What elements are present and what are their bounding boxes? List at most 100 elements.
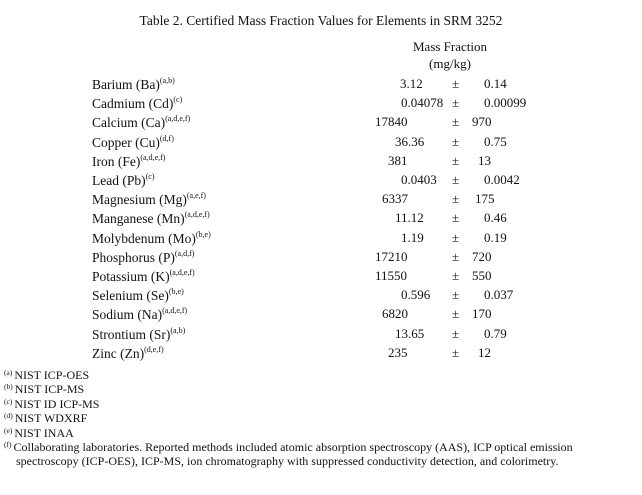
method-superscript: (a,d,e,f) [165, 114, 191, 124]
element-name: Sodium (Na)(a,d,e,f) [92, 306, 187, 323]
plus-minus-sign: ± [452, 306, 460, 322]
uncertainty-value: 175 [475, 191, 495, 207]
uncertainty-value: 0.037 [484, 287, 514, 303]
method-superscript: (a,d,e,f) [140, 152, 166, 162]
method-superscript: (a,d,e,f) [162, 306, 188, 316]
mass-fraction-value: 0.596 [401, 287, 431, 303]
footnote-mark: (d) [4, 411, 13, 421]
uncertainty-value: 0.00099 [484, 95, 527, 111]
element-label: Manganese (Mn) [92, 211, 185, 227]
element-name: Calcium (Ca)(a,d,e,f) [92, 114, 190, 131]
plus-minus-sign: ± [452, 344, 460, 360]
element-name: Potassium (K)(a,d,e,f) [92, 268, 195, 285]
uncertainty-value: 720 [472, 248, 492, 264]
element-label: Potassium (K) [92, 269, 170, 284]
element-label: Selenium (Se) [92, 288, 169, 304]
mass-fraction-value: 6337 [382, 191, 408, 207]
element-name: Iron (Fe)(a,d,e,f) [92, 153, 165, 170]
plus-minus-sign: ± [452, 191, 460, 207]
element-name: Cadmium (Cd)(c) [92, 95, 182, 112]
mass-fraction-value: 17210 [375, 248, 408, 264]
element-name: Selenium (Se)(b,e) [92, 287, 184, 304]
mass-fraction-value: 11550 [375, 268, 408, 283]
element-label: Cadmium (Cd) [92, 96, 174, 112]
header-line1: Mass Fraction [412, 39, 488, 54]
footnote-text-continued: spectroscopy (ICP-OES), ICP-MS, ion chro… [16, 454, 559, 468]
element-label: Copper (Cu) [92, 134, 160, 150]
element-label: Zinc (Zn) [92, 345, 145, 361]
uncertainty-value: 170 [472, 306, 492, 322]
mass-fraction-value: 0.0403 [401, 172, 437, 187]
plus-minus-sign: ± [452, 210, 460, 226]
method-superscript: (b,e) [195, 229, 211, 239]
footnote-text: Collaborating laboratories. Reported met… [13, 440, 573, 454]
plus-minus-sign: ± [452, 76, 460, 91]
uncertainty-value: 970 [472, 114, 492, 130]
mass-fraction-value: 381 [388, 152, 408, 168]
table-title: Table 2. Certified Mass Fraction Values … [139, 13, 503, 28]
plus-minus-sign: ± [452, 248, 460, 264]
uncertainty-value: 0.46 [484, 210, 507, 226]
uncertainty-value: 0.14 [484, 76, 507, 91]
uncertainty-value: 0.79 [484, 325, 507, 341]
plus-minus-sign: ± [452, 95, 460, 111]
element-label: Phosphorus (P) [92, 249, 175, 265]
mass-fraction-value: 11.12 [395, 210, 424, 226]
footnote-text: NIST ICP-MS [14, 382, 85, 397]
footnote-mark: (f) [4, 440, 12, 449]
element-label: Molybdenum (Mo) [92, 230, 196, 246]
element-label: Barium (Ba) [92, 77, 160, 92]
element-label: Lead (Pb) [92, 173, 146, 188]
element-label: Calcium (Ca) [92, 115, 166, 131]
plus-minus-sign: ± [452, 229, 460, 245]
mass-fraction-value: 6820 [382, 306, 408, 322]
footnote-mark: (e) [4, 425, 13, 435]
footnote-text: NIST ID ICP-MS [14, 396, 100, 411]
uncertainty-value: 0.75 [484, 133, 507, 149]
footnote-mark: (b) [4, 382, 13, 392]
element-name: Copper (Cu)(d,f) [92, 134, 174, 151]
plus-minus-sign: ± [452, 325, 460, 341]
uncertainty-value: 12 [478, 344, 491, 360]
footnote: (e) NIST INAA [4, 424, 74, 440]
uncertainty-value: 0.19 [484, 229, 507, 245]
method-superscript: (a,b) [170, 325, 186, 335]
mass-fraction-value: 13.65 [395, 325, 425, 341]
footnote-mark: (c) [4, 396, 13, 406]
column-header-mass-fraction: Mass Fraction (mg/kg) [395, 38, 505, 72]
element-name: Phosphorus (P)(a,d,f) [92, 249, 194, 266]
plus-minus-sign: ± [452, 172, 460, 187]
footnote-text: NIST WDXRF [14, 411, 88, 426]
element-name: Molybdenum (Mo)(b,e) [92, 230, 211, 247]
mass-fraction-value: 3.12 [400, 76, 423, 91]
method-superscript: (a,d,e,f) [184, 210, 210, 220]
element-name: Manganese (Mn)(a,d,e,f) [92, 210, 210, 227]
element-name: Zinc (Zn)(d,e,f) [92, 345, 164, 362]
plus-minus-sign: ± [452, 152, 460, 168]
mass-fraction-value: 36.36 [395, 133, 425, 149]
method-superscript: (a,e,f) [186, 191, 206, 201]
method-superscript: (a,b) [159, 76, 175, 85]
element-name: Magnesium (Mg)(a,e,f) [92, 191, 206, 208]
element-label: Strontium (Sr) [92, 326, 171, 342]
mass-fraction-value: 1.19 [401, 229, 424, 245]
plus-minus-sign: ± [452, 268, 460, 283]
uncertainty-value: 0.0042 [484, 172, 520, 187]
mass-fraction-value: 0.04078 [401, 95, 444, 111]
mass-fraction-value: 235 [388, 344, 408, 360]
element-label: Iron (Fe) [92, 153, 141, 169]
mass-fraction-value: 17840 [375, 114, 408, 130]
method-superscript: (c) [173, 95, 183, 105]
element-label: Magnesium (Mg) [92, 192, 187, 208]
footnote-text: NIST ICP-OES [14, 368, 90, 382]
footnote: (a) NIST ICP-OES [4, 366, 89, 382]
method-superscript: (a,d,f) [174, 248, 195, 258]
method-superscript: (b,e) [168, 287, 184, 297]
method-superscript: (d,f) [159, 133, 174, 143]
element-name: Strontium (Sr)(a,b) [92, 326, 185, 343]
footnote: (d) NIST WDXRF [4, 409, 87, 425]
footnote-mark: (a) [4, 368, 13, 377]
element-name: Lead (Pb)(c) [92, 172, 155, 189]
plus-minus-sign: ± [452, 114, 460, 130]
footnote: (f) Collaborating laboratories. Reported … [4, 438, 634, 468]
